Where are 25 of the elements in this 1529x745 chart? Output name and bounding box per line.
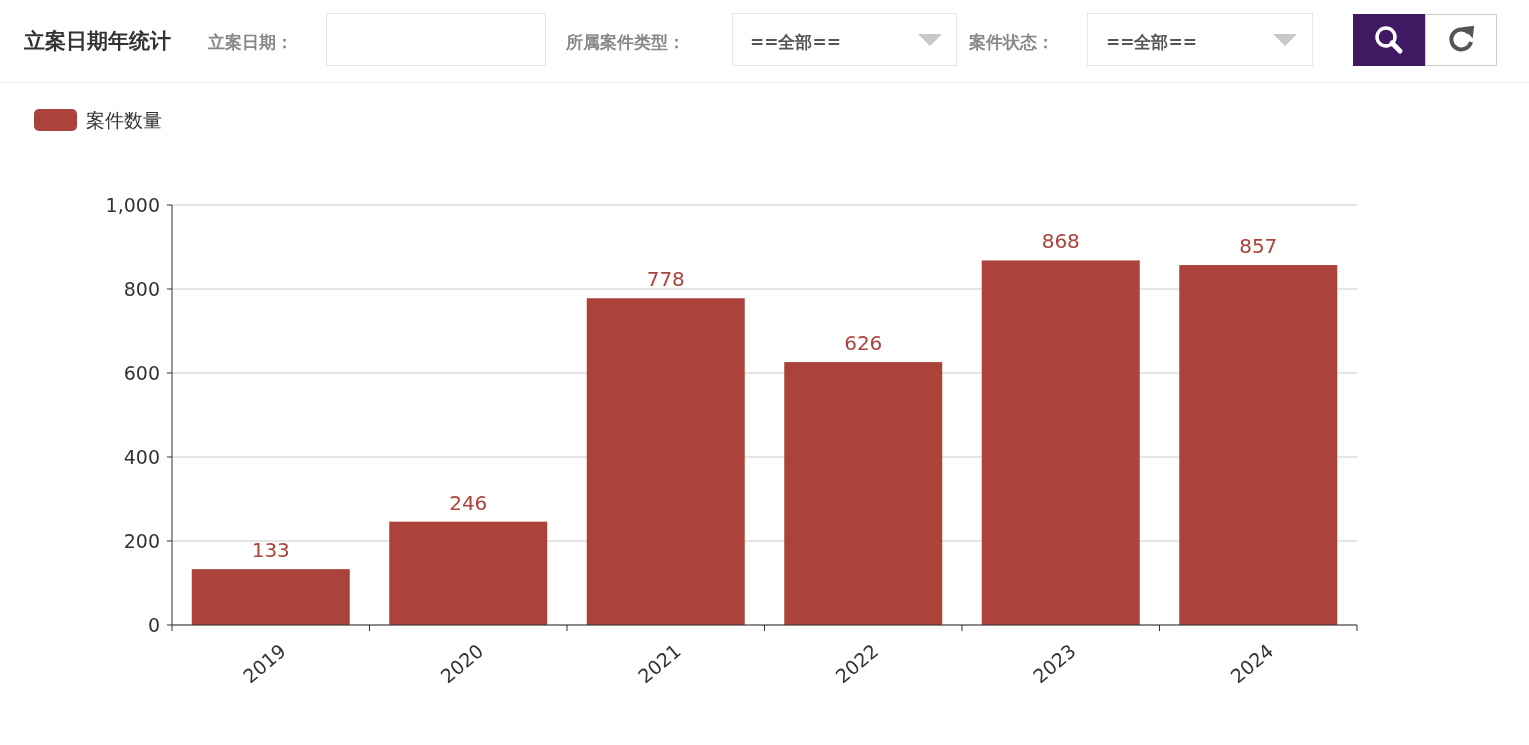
text: 案件状态：	[968, 32, 1054, 52]
chart-title: 立案日期年统计	[23, 29, 171, 53]
data-label: 626	[844, 331, 883, 356]
data-label: 133	[251, 538, 290, 563]
bar	[586, 298, 745, 625]
data-label: 778	[646, 267, 685, 292]
text: ==全部==	[1106, 32, 1197, 52]
text: 所属案件类型：	[565, 32, 685, 52]
data-label: 868	[1041, 229, 1080, 254]
bar	[784, 362, 943, 625]
bar	[191, 569, 350, 625]
legend-label: 案件数量	[86, 108, 162, 131]
y-tick-label: 400	[123, 445, 160, 468]
text: 立案日期：	[207, 32, 293, 52]
data-label: 857	[1239, 234, 1278, 259]
y-tick-label: 200	[123, 529, 160, 552]
y-tick-label: 600	[123, 361, 160, 384]
y-tick-label: 1,000	[105, 193, 160, 216]
bar	[1179, 265, 1338, 625]
data-label: 246	[449, 490, 488, 515]
text: ==全部==	[750, 32, 841, 52]
y-tick-label: 0	[147, 613, 160, 636]
y-tick-label: 800	[123, 277, 160, 300]
bar	[389, 521, 548, 625]
bar	[981, 260, 1140, 625]
